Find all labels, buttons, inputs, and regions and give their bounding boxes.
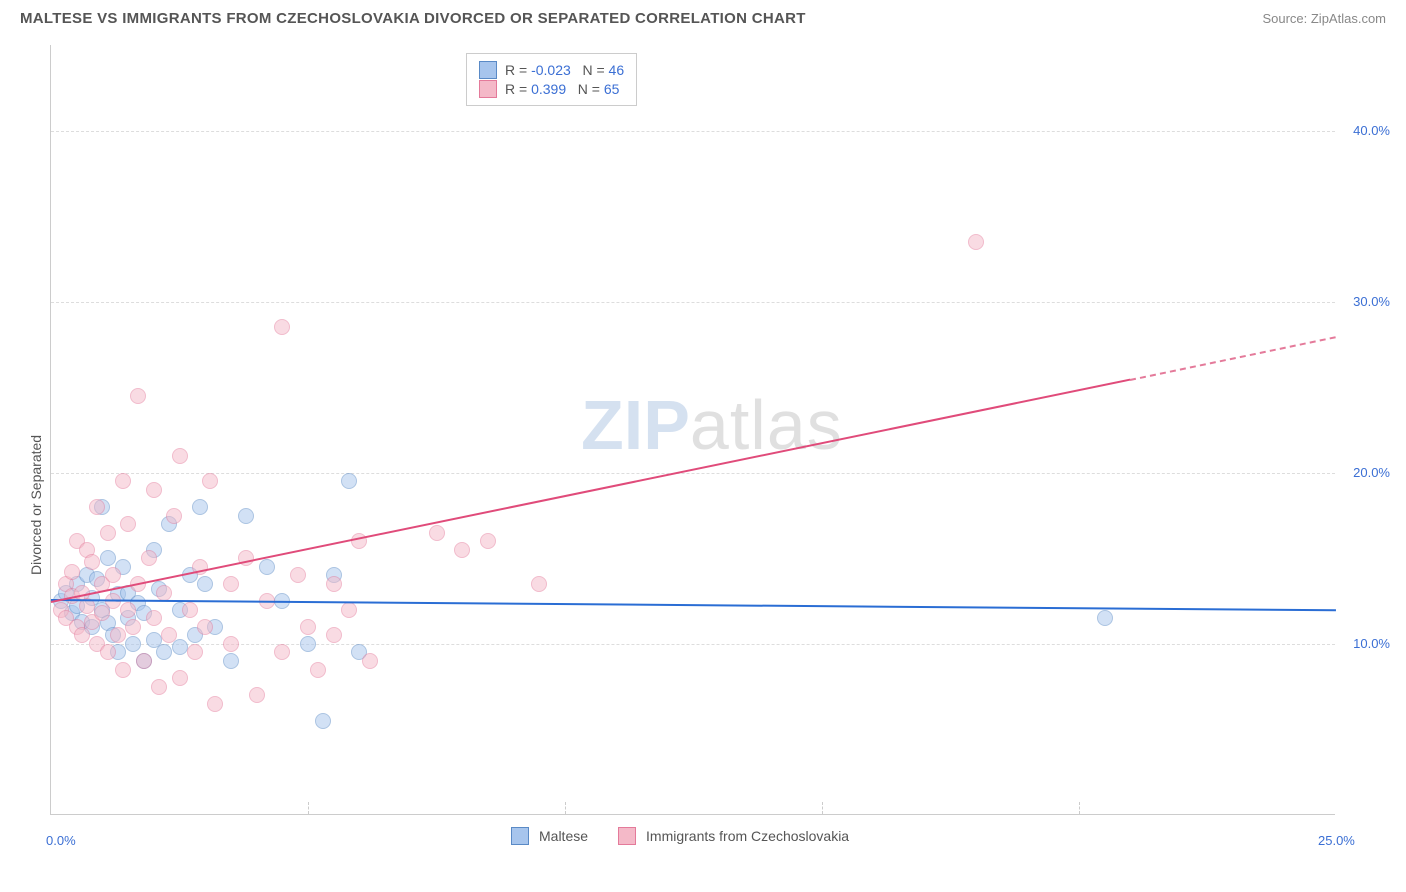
legend-label: Immigrants from Czechoslovakia <box>646 828 849 844</box>
legend-swatch <box>618 827 636 845</box>
scatter-point <box>197 619 213 635</box>
scatter-point <box>454 542 470 558</box>
title-bar: MALTESE VS IMMIGRANTS FROM CZECHOSLOVAKI… <box>0 0 1406 32</box>
trend-line <box>51 599 1336 611</box>
scatter-point <box>223 576 239 592</box>
y-tick-label: 40.0% <box>1340 123 1390 138</box>
scatter-point <box>146 610 162 626</box>
scatter-point <box>362 653 378 669</box>
scatter-point <box>182 602 198 618</box>
x-tick-label: 25.0% <box>1318 833 1355 848</box>
scatter-point <box>166 508 182 524</box>
gridline-h <box>51 473 1335 474</box>
scatter-point <box>341 602 357 618</box>
scatter-point <box>172 448 188 464</box>
legend-label: Maltese <box>539 828 588 844</box>
scatter-point <box>326 627 342 643</box>
x-tick-label: 0.0% <box>46 833 76 848</box>
watermark-zip: ZIP <box>581 386 690 464</box>
plot-region: ZIPatlas 10.0%20.0%30.0%40.0%0.0%25.0%R … <box>50 45 1335 815</box>
scatter-point <box>151 679 167 695</box>
scatter-point <box>64 564 80 580</box>
scatter-point <box>341 473 357 489</box>
scatter-point <box>238 508 254 524</box>
scatter-point <box>274 319 290 335</box>
scatter-point <box>110 627 126 643</box>
scatter-point <box>161 627 177 643</box>
scatter-point <box>120 516 136 532</box>
scatter-point <box>326 576 342 592</box>
y-tick-label: 20.0% <box>1340 465 1390 480</box>
scatter-point <box>146 482 162 498</box>
scatter-point <box>429 525 445 541</box>
scatter-point <box>74 627 90 643</box>
gridline-h <box>51 131 1335 132</box>
scatter-point <box>130 388 146 404</box>
trend-line <box>51 379 1131 603</box>
y-tick-label: 10.0% <box>1340 636 1390 651</box>
scatter-point <box>197 576 213 592</box>
scatter-point <box>223 636 239 652</box>
scatter-point <box>120 602 136 618</box>
scatter-point <box>968 234 984 250</box>
scatter-point <box>300 636 316 652</box>
legend-swatch <box>511 827 529 845</box>
scatter-point <box>249 687 265 703</box>
gridline-v <box>308 802 309 814</box>
scatter-point <box>125 636 141 652</box>
stats-legend-row: R = -0.023 N = 46 <box>479 61 624 79</box>
stats-legend-row: R = 0.399 N = 65 <box>479 80 624 98</box>
scatter-point <box>141 550 157 566</box>
scatter-point <box>156 585 172 601</box>
scatter-point <box>156 644 172 660</box>
y-axis-title: Divorced or Separated <box>28 435 44 575</box>
chart-title: MALTESE VS IMMIGRANTS FROM CZECHOSLOVAKI… <box>20 10 806 27</box>
bottom-legend: Maltese Immigrants from Czechoslovakia <box>511 827 869 845</box>
scatter-point <box>300 619 316 635</box>
scatter-point <box>531 576 547 592</box>
scatter-point <box>100 644 116 660</box>
gridline-h <box>51 644 1335 645</box>
scatter-point <box>223 653 239 669</box>
watermark: ZIPatlas <box>581 385 843 465</box>
scatter-point <box>315 713 331 729</box>
scatter-point <box>207 696 223 712</box>
scatter-point <box>187 644 203 660</box>
scatter-point <box>100 525 116 541</box>
scatter-point <box>100 550 116 566</box>
stats-legend: R = -0.023 N = 46 R = 0.399 N = 65 <box>466 53 637 106</box>
stats-text: R = -0.023 N = 46 <box>505 62 624 78</box>
source-label: Source: ZipAtlas.com <box>1262 11 1386 26</box>
scatter-point <box>274 644 290 660</box>
scatter-point <box>1097 610 1113 626</box>
watermark-atlas: atlas <box>690 386 843 464</box>
scatter-point <box>84 554 100 570</box>
chart-area: Divorced or Separated ZIPatlas 10.0%20.0… <box>50 45 1390 845</box>
trend-line <box>1130 336 1336 381</box>
scatter-point <box>89 499 105 515</box>
scatter-point <box>290 567 306 583</box>
scatter-point <box>480 533 496 549</box>
scatter-point <box>259 559 275 575</box>
legend-swatch <box>479 80 497 98</box>
stats-text: R = 0.399 N = 65 <box>505 81 619 97</box>
scatter-point <box>105 567 121 583</box>
gridline-v <box>1079 802 1080 814</box>
scatter-point <box>202 473 218 489</box>
scatter-point <box>115 473 131 489</box>
scatter-point <box>136 653 152 669</box>
legend-swatch <box>479 61 497 79</box>
scatter-point <box>172 670 188 686</box>
scatter-point <box>125 619 141 635</box>
gridline-v <box>822 802 823 814</box>
scatter-point <box>115 662 131 678</box>
gridline-v <box>565 802 566 814</box>
scatter-point <box>310 662 326 678</box>
scatter-point <box>192 499 208 515</box>
gridline-h <box>51 302 1335 303</box>
y-tick-label: 30.0% <box>1340 294 1390 309</box>
